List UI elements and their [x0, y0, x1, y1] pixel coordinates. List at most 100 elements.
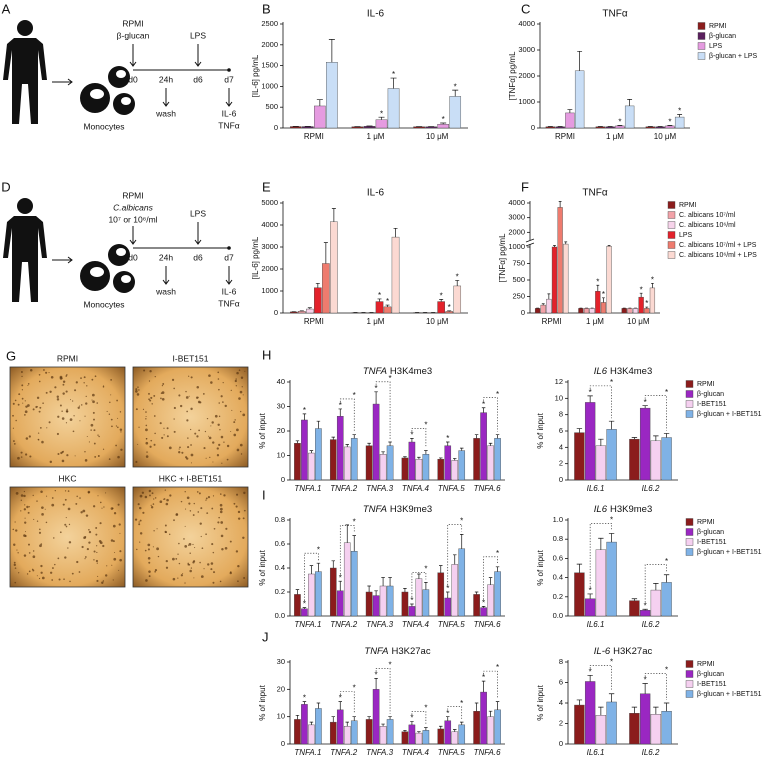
legend-label: C. albicans 10⁷/ml: [679, 212, 736, 219]
cell-dot: [62, 392, 65, 395]
cell-dot: [211, 507, 214, 510]
cell-dot: [219, 580, 222, 583]
significance: *: [644, 676, 647, 685]
error-bar: [439, 725, 443, 729]
legend-swatch: [697, 32, 706, 40]
legend-swatch: [685, 690, 694, 698]
cell-dot: [238, 397, 241, 400]
cell-dot: [21, 389, 24, 391]
cell-dot: [185, 396, 189, 399]
bar: [365, 591, 373, 617]
bracket-significance: *: [610, 378, 613, 387]
significance: *: [303, 600, 306, 609]
error-bar: [410, 603, 414, 607]
bracket-significance: *: [424, 420, 427, 429]
cell-dot: [23, 508, 27, 511]
cell-dot: [106, 410, 108, 413]
cell-dot: [59, 375, 63, 379]
bar: [289, 126, 302, 129]
bar: [422, 730, 430, 745]
y-tick-label: 6: [559, 677, 563, 686]
cell-dot: [110, 378, 112, 381]
timepoint: d7: [224, 74, 234, 84]
significance: *: [651, 275, 654, 284]
cell-dot: [23, 494, 26, 498]
cell-dot: [51, 497, 54, 499]
histone-mark: H3K9me3: [390, 504, 432, 515]
panel-letter: B: [262, 1, 271, 16]
error-bar: [331, 436, 336, 440]
bracket-significance: *: [665, 666, 668, 675]
cell-dot: [56, 398, 60, 401]
cell-dot: [202, 393, 205, 395]
bar: [301, 608, 308, 617]
cell-dot: [110, 418, 113, 421]
error-bar: [577, 50, 583, 71]
bracket-significance: *: [610, 657, 613, 666]
bar: [621, 308, 627, 314]
cell-dot: [12, 402, 15, 405]
chart-title: IL-6: [367, 9, 385, 20]
bar: [584, 681, 596, 745]
cell-dot: [108, 458, 111, 460]
cell-dot: [209, 456, 211, 459]
y-tick-label: 750: [512, 258, 525, 267]
cell-dot: [105, 492, 107, 494]
y-tick-label: 0.8: [553, 534, 563, 543]
cell-dot: [178, 394, 181, 397]
error-bar: [651, 282, 654, 288]
error-bar: [663, 433, 670, 438]
gene-name: TNFA: [363, 366, 387, 377]
significance: *: [456, 273, 459, 282]
bar: [458, 548, 466, 617]
error-bar: [447, 310, 452, 312]
bar: [363, 126, 376, 129]
cell-dot: [86, 435, 88, 437]
bar: [444, 445, 452, 481]
cell-dot: [38, 380, 41, 383]
timepoint: 24h: [159, 74, 173, 84]
cell-dot: [154, 432, 156, 435]
y-tick-label: 20: [277, 426, 285, 435]
cell-dot: [184, 508, 187, 510]
cell-dot: [191, 462, 193, 464]
cell-dot: [67, 547, 69, 549]
bar: [422, 454, 430, 481]
cell-dot: [38, 373, 41, 376]
x-tick-label: TNFA.2: [330, 484, 358, 493]
micrograph: [9, 366, 126, 468]
comparison-bracket: [411, 711, 427, 725]
bar: [574, 704, 585, 745]
cell-dot: [150, 439, 153, 442]
cell-dot: [27, 384, 29, 386]
chart-title: IL6 H3K9me3: [594, 504, 652, 515]
histone-mark: H3K27ac: [613, 646, 652, 657]
cell-dot: [90, 429, 92, 431]
cell-dot: [163, 498, 166, 500]
histone-mark: H3K4me3: [390, 366, 432, 377]
cell-dot: [62, 503, 65, 506]
bar: [674, 116, 685, 129]
cell-dot: [234, 379, 237, 383]
bar: [453, 285, 462, 314]
cell-dot: [76, 560, 79, 564]
y-tick-label: 0: [559, 475, 563, 484]
bar: [451, 564, 459, 617]
error-bar: [587, 395, 593, 403]
cell-dot: [88, 530, 92, 534]
bar: [408, 441, 416, 481]
cell-dot: [80, 511, 83, 514]
cell-dot: [153, 498, 155, 500]
bar: [294, 594, 301, 617]
cell-dot: [45, 521, 48, 524]
cell-dot: [148, 398, 150, 401]
cell-dot: [179, 446, 181, 449]
error-bar: [381, 451, 385, 455]
cell-dot: [32, 494, 34, 497]
cell-dot: [93, 429, 96, 432]
bar: [606, 541, 617, 617]
x-tick-label: TNFA.3: [366, 748, 394, 757]
error-bar: [645, 306, 649, 309]
cell-dot: [27, 404, 30, 407]
error-bar: [446, 716, 450, 721]
